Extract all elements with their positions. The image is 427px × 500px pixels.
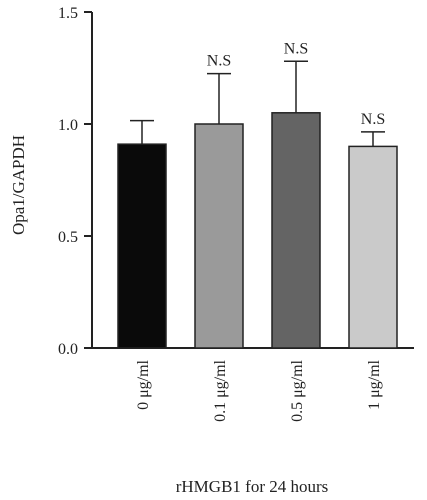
y-tick-label: 1.5 (58, 5, 78, 22)
x-axis-label: rHMGB1 for 24 hours (176, 477, 329, 496)
y-ticks: 0.0 0.5 1.0 1.5 (58, 5, 92, 358)
category-label: 0.1 μg/ml (212, 359, 229, 421)
error-bars (130, 60, 385, 147)
bar (348, 145, 398, 349)
y-tick-label: 0.0 (58, 341, 78, 358)
category-label: 0 μg/ml (135, 359, 152, 409)
category-label: 1 μg/ml (366, 359, 383, 409)
significance-label: N.S (284, 40, 308, 57)
significance-label: N.S (361, 111, 385, 128)
y-tick-label: 0.5 (58, 229, 78, 246)
bar (117, 143, 167, 349)
category-label: 0.5 μg/ml (289, 359, 306, 421)
bars (117, 112, 398, 349)
significance-labels: N.S N.S N.S (207, 40, 385, 128)
y-axis-label: Opa1/GAPDH (9, 135, 28, 235)
bar (194, 123, 244, 349)
bar (271, 112, 321, 349)
category-labels: 0 μg/ml 0.1 μg/ml 0.5 μg/ml 1 μg/ml (135, 359, 383, 421)
significance-label: N.S (207, 53, 231, 70)
y-tick-label: 1.0 (58, 117, 78, 134)
